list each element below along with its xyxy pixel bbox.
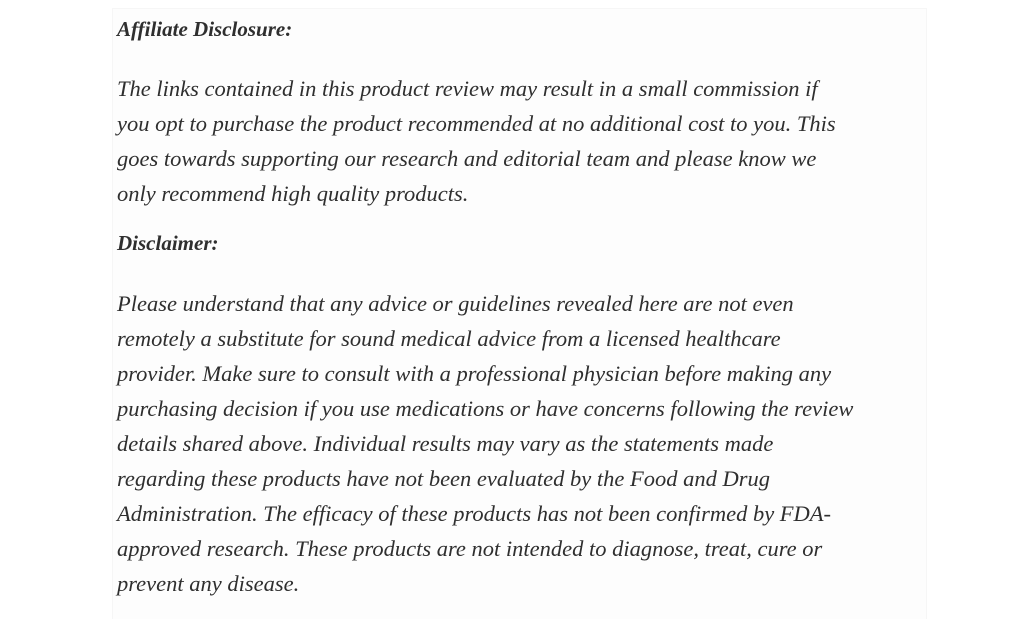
disclaimer-heading: Disclaimer:	[117, 231, 219, 255]
text-line: regarding these products have not been e…	[117, 466, 770, 491]
text-line: details shared above. Individual results…	[117, 431, 774, 456]
text-line: approved research. These products are no…	[117, 536, 823, 561]
text-line: purchasing decision if you use medicatio…	[117, 396, 854, 421]
text-line: Please understand that any advice or gui…	[117, 291, 794, 316]
text-line: goes towards supporting our research and…	[117, 146, 817, 171]
text-line: you opt to purchase the product recommen…	[117, 111, 836, 136]
text-line: The links contained in this product revi…	[117, 76, 818, 101]
text-line: provider. Make sure to consult with a pr…	[117, 361, 832, 386]
affiliate-disclosure-heading: Affiliate Disclosure:	[117, 17, 293, 41]
text-line: only recommend high quality products.	[117, 181, 469, 206]
text-line: remotely a substitute for sound medical …	[117, 326, 781, 351]
content-box	[112, 8, 927, 619]
affiliate-disclosure-text: The links contained in this product revi…	[117, 71, 836, 211]
disclaimer-text: Please understand that any advice or gui…	[117, 286, 853, 601]
text-line: Administration. The efficacy of these pr…	[117, 501, 832, 526]
text-line: prevent any disease.	[117, 571, 300, 596]
